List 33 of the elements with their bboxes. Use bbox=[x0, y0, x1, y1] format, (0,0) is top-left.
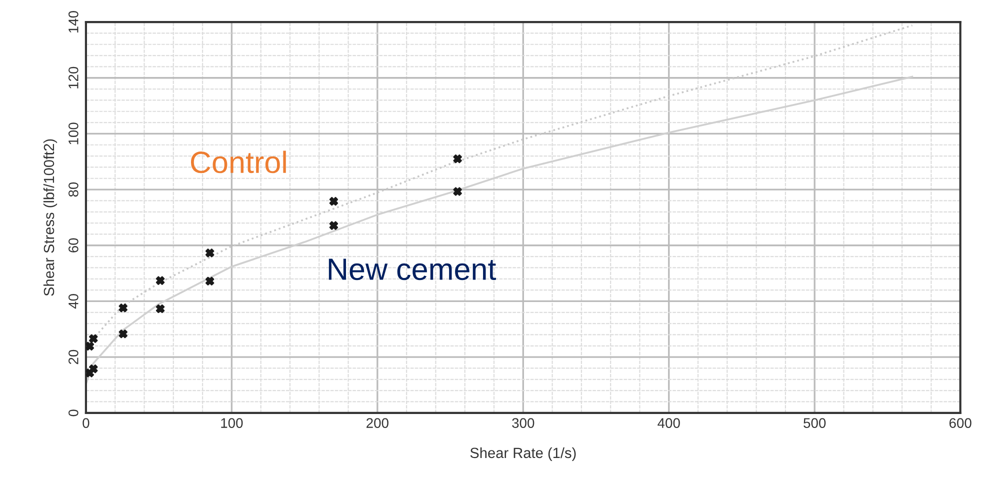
point bbox=[453, 154, 462, 164]
y-tick-label: 80 bbox=[68, 182, 78, 197]
point bbox=[118, 304, 128, 312]
x-tick-label: 100 bbox=[221, 418, 243, 428]
point bbox=[89, 334, 98, 344]
y-tick-label: 20 bbox=[68, 350, 78, 364]
y-tick-label: 0 bbox=[68, 410, 78, 416]
y-tick-label: 40 bbox=[68, 294, 78, 309]
point bbox=[118, 330, 128, 338]
y-axis-title: Shear Stress (lbf/100ft2) bbox=[43, 139, 58, 296]
point bbox=[329, 196, 338, 206]
x-tick-label: 0 bbox=[82, 418, 90, 428]
point bbox=[453, 187, 462, 196]
line-series bbox=[86, 76, 914, 386]
x-tick-label: 600 bbox=[949, 418, 972, 428]
point bbox=[89, 364, 98, 374]
point bbox=[156, 276, 165, 285]
y-tick-label: 100 bbox=[68, 122, 78, 144]
point bbox=[86, 342, 94, 351]
x-tick-label: 200 bbox=[366, 418, 388, 428]
x-axis-title: Shear Rate (1/s) bbox=[470, 447, 576, 461]
series-label: New cement bbox=[328, 258, 496, 280]
series-label: Control bbox=[190, 150, 286, 174]
point bbox=[156, 304, 165, 314]
point bbox=[329, 221, 338, 230]
x-tick-label: 500 bbox=[804, 418, 826, 428]
point bbox=[205, 276, 214, 286]
y-tick-label: 140 bbox=[68, 10, 78, 33]
y-tick-label: 60 bbox=[68, 238, 78, 252]
x-tick-label: 300 bbox=[512, 418, 534, 428]
y-tick-label: 120 bbox=[68, 66, 78, 88]
point bbox=[205, 248, 214, 258]
x-tick-label: 400 bbox=[658, 418, 680, 428]
